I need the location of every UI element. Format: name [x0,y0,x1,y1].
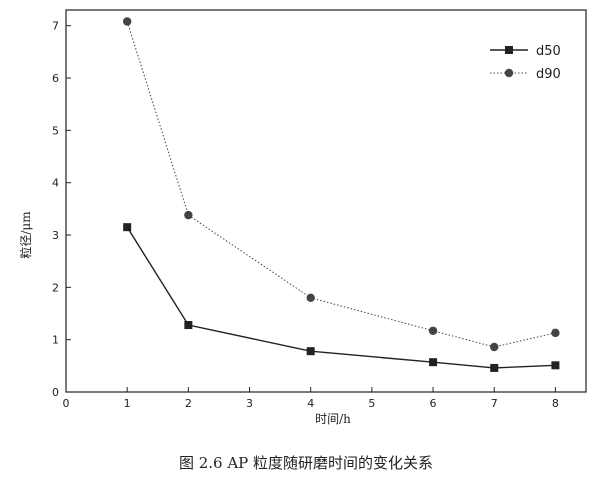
x-tick-label: 8 [552,397,559,410]
y-tick-label: 2 [52,281,59,294]
data-point-d90 [184,210,193,220]
x-tick-label: 6 [430,397,437,410]
x-tick-label: 1 [124,397,131,410]
data-point-d50 [184,321,193,330]
legend-marker-d90 [504,68,514,78]
legend-marker-d50 [505,46,513,54]
x-axis-label: 时间/h [315,412,351,426]
series-line-d50 [126,226,556,369]
x-tick-label: 2 [185,397,192,410]
y-axis-label: 粒径/μm [18,211,33,259]
y-tick-label: 3 [52,229,59,242]
legend-label-d50: d50 [536,44,561,59]
legend-label-d90: d90 [536,67,561,82]
data-point-d90 [306,293,315,303]
legend-item-d50: d50 [490,44,561,59]
legend-item-d90: d90 [490,67,561,82]
x-tick-label: 4 [307,397,314,410]
y-tick-label: 5 [52,124,59,137]
x-tick-label: 7 [491,397,498,410]
data-point-d90 [428,326,438,335]
series-d90 [122,17,560,352]
data-point-d90 [490,342,499,352]
data-point-d50 [490,363,499,372]
y-tick-label: 4 [52,177,59,190]
y-tick-label: 7 [52,20,59,33]
series-line-d90 [126,21,556,348]
y-tick-label: 1 [52,334,59,347]
x-tick-label: 5 [368,397,375,410]
x-tick-label: 0 [63,397,70,410]
data-point-d50 [306,347,315,356]
data-point-d50 [551,361,560,370]
data-point-d90 [551,328,560,338]
data-point-d50 [123,223,132,232]
data-point-d50 [429,358,438,367]
y-tick-label: 0 [52,386,59,399]
plot-frame [65,9,587,393]
data-point-d90 [122,17,132,26]
y-tick-label: 6 [52,72,59,85]
x-tick-label: 3 [246,397,253,410]
series-d50 [123,223,560,372]
figure-caption: 图 2.6 AP 粒度随研磨时间的变化关系 [178,454,434,472]
